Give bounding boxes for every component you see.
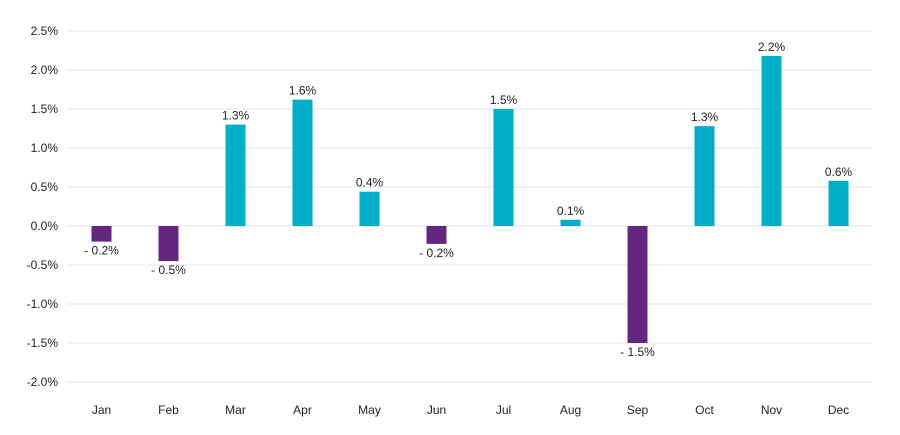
data-label: 1.3% [222, 109, 250, 123]
y-tick-label: -2.0% [27, 375, 59, 389]
data-label: - 1.5% [620, 345, 655, 359]
x-tick-label: Dec [828, 403, 849, 417]
bar-aug [560, 219, 581, 226]
data-label: 0.1% [557, 204, 585, 218]
y-tick-label: -0.5% [27, 258, 59, 272]
data-label: 1.6% [289, 84, 317, 98]
x-tick-label: Jun [427, 403, 446, 417]
y-tick-label: 1.5% [31, 102, 59, 116]
data-label: - 0.2% [419, 246, 454, 260]
bar-apr [292, 99, 313, 226]
y-tick-label: 2.0% [31, 63, 59, 77]
y-tick-label: 0.0% [31, 219, 59, 233]
x-tick-label: Oct [695, 403, 714, 417]
data-label: 0.4% [356, 176, 384, 190]
y-tick-label: 1.0% [31, 141, 59, 155]
bar-feb [158, 226, 179, 262]
bar-nov [761, 55, 782, 227]
x-tick-label: Feb [158, 403, 179, 417]
bar-jul [493, 109, 514, 226]
bar-oct [694, 126, 715, 226]
data-label: 1.5% [490, 93, 518, 107]
bar-dec [828, 180, 849, 226]
x-tick-label: Aug [560, 403, 581, 417]
x-tick-label: Apr [293, 403, 312, 417]
bars [91, 55, 849, 343]
data-label: 0.6% [825, 165, 853, 179]
x-tick-label: Nov [761, 403, 782, 417]
data-label: - 0.5% [151, 263, 186, 277]
x-tick-label: Jul [496, 403, 511, 417]
y-tick-label: 2.5% [31, 24, 59, 38]
y-tick-label: -1.0% [27, 297, 59, 311]
data-labels: - 0.2% - 0.5% 1.3% 1.6% 0.4% - 0.2% 1.5% 0.1% - … [84, 40, 852, 359]
data-label: 2.2% [758, 40, 786, 54]
y-axis-tick-labels: 2.5% 2.0% 1.5% 1.0% 0.5% 0.0% -0.5% -1.0% -1.5% -… [27, 24, 59, 389]
x-tick-label: Jan [92, 403, 111, 417]
y-tick-label: -1.5% [27, 336, 59, 350]
bar-jun [426, 226, 447, 244]
x-tick-label: Sep [627, 403, 649, 417]
bar-may [359, 191, 380, 226]
x-tick-label: Mar [225, 403, 246, 417]
x-axis-tick-labels: Jan Feb Mar Apr May Jun Jul Aug Sep Oct Nov Dec [92, 403, 849, 417]
data-label: - 0.2% [84, 244, 119, 258]
bar-mar [225, 124, 246, 226]
y-tick-label: 0.5% [31, 180, 59, 194]
gridlines [68, 30, 872, 383]
bar-sep [627, 226, 648, 343]
bar-jan [91, 226, 112, 242]
x-tick-label: May [358, 403, 381, 417]
data-label: 1.3% [691, 110, 719, 124]
